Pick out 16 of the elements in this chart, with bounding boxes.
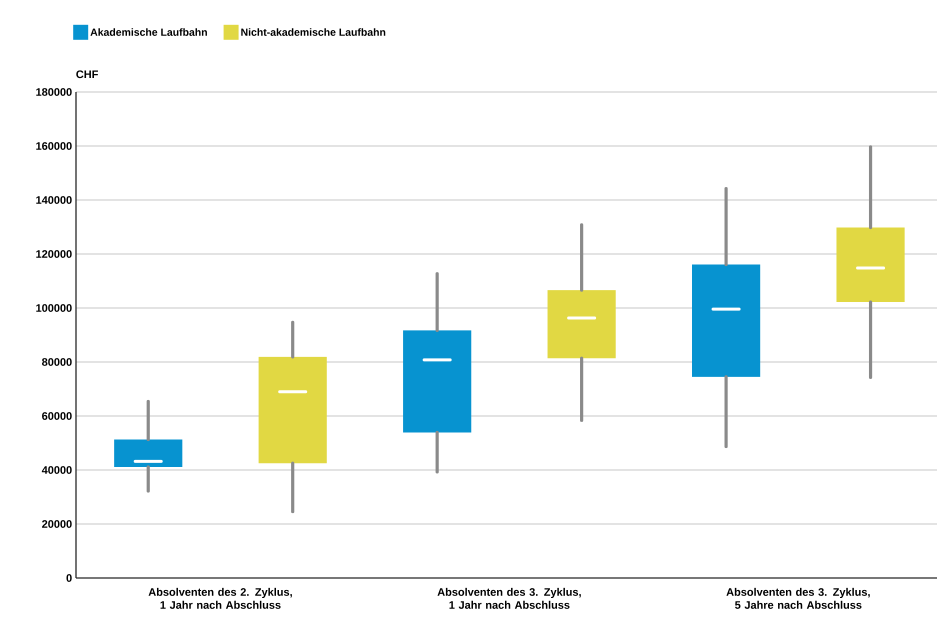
y-tick-label: 160000 bbox=[36, 142, 72, 150]
y-tick-label: 80000 bbox=[42, 358, 72, 366]
y-tick-label: 100000 bbox=[36, 304, 72, 312]
y-tick-label: 60000 bbox=[42, 412, 72, 420]
y-tick-label: 0 bbox=[66, 574, 72, 582]
y-tick-label: 120000 bbox=[36, 250, 72, 258]
y-tick-label: 140000 bbox=[36, 196, 72, 204]
y-axis-title: CHF bbox=[76, 70, 98, 78]
y-tick-label: 40000 bbox=[42, 466, 72, 474]
legend-label: Akademische Laufbahn bbox=[90, 28, 207, 36]
y-tick-label: 180000 bbox=[36, 88, 72, 96]
y-tick-label: 20000 bbox=[42, 520, 72, 528]
legend-label: Nicht-akademische Laufbahn bbox=[241, 28, 386, 36]
x-tick-label: Absolventen des 3. Zyklus, 5 Jahre nach Abschluss bbox=[726, 588, 870, 609]
x-tick-label: Absolventen des 2. Zyklus, 1 Jahr nach Abschluss bbox=[148, 588, 292, 609]
x-tick-label: Absolventen des 3. Zyklus, 1 Jahr nach Abschluss bbox=[437, 588, 581, 609]
